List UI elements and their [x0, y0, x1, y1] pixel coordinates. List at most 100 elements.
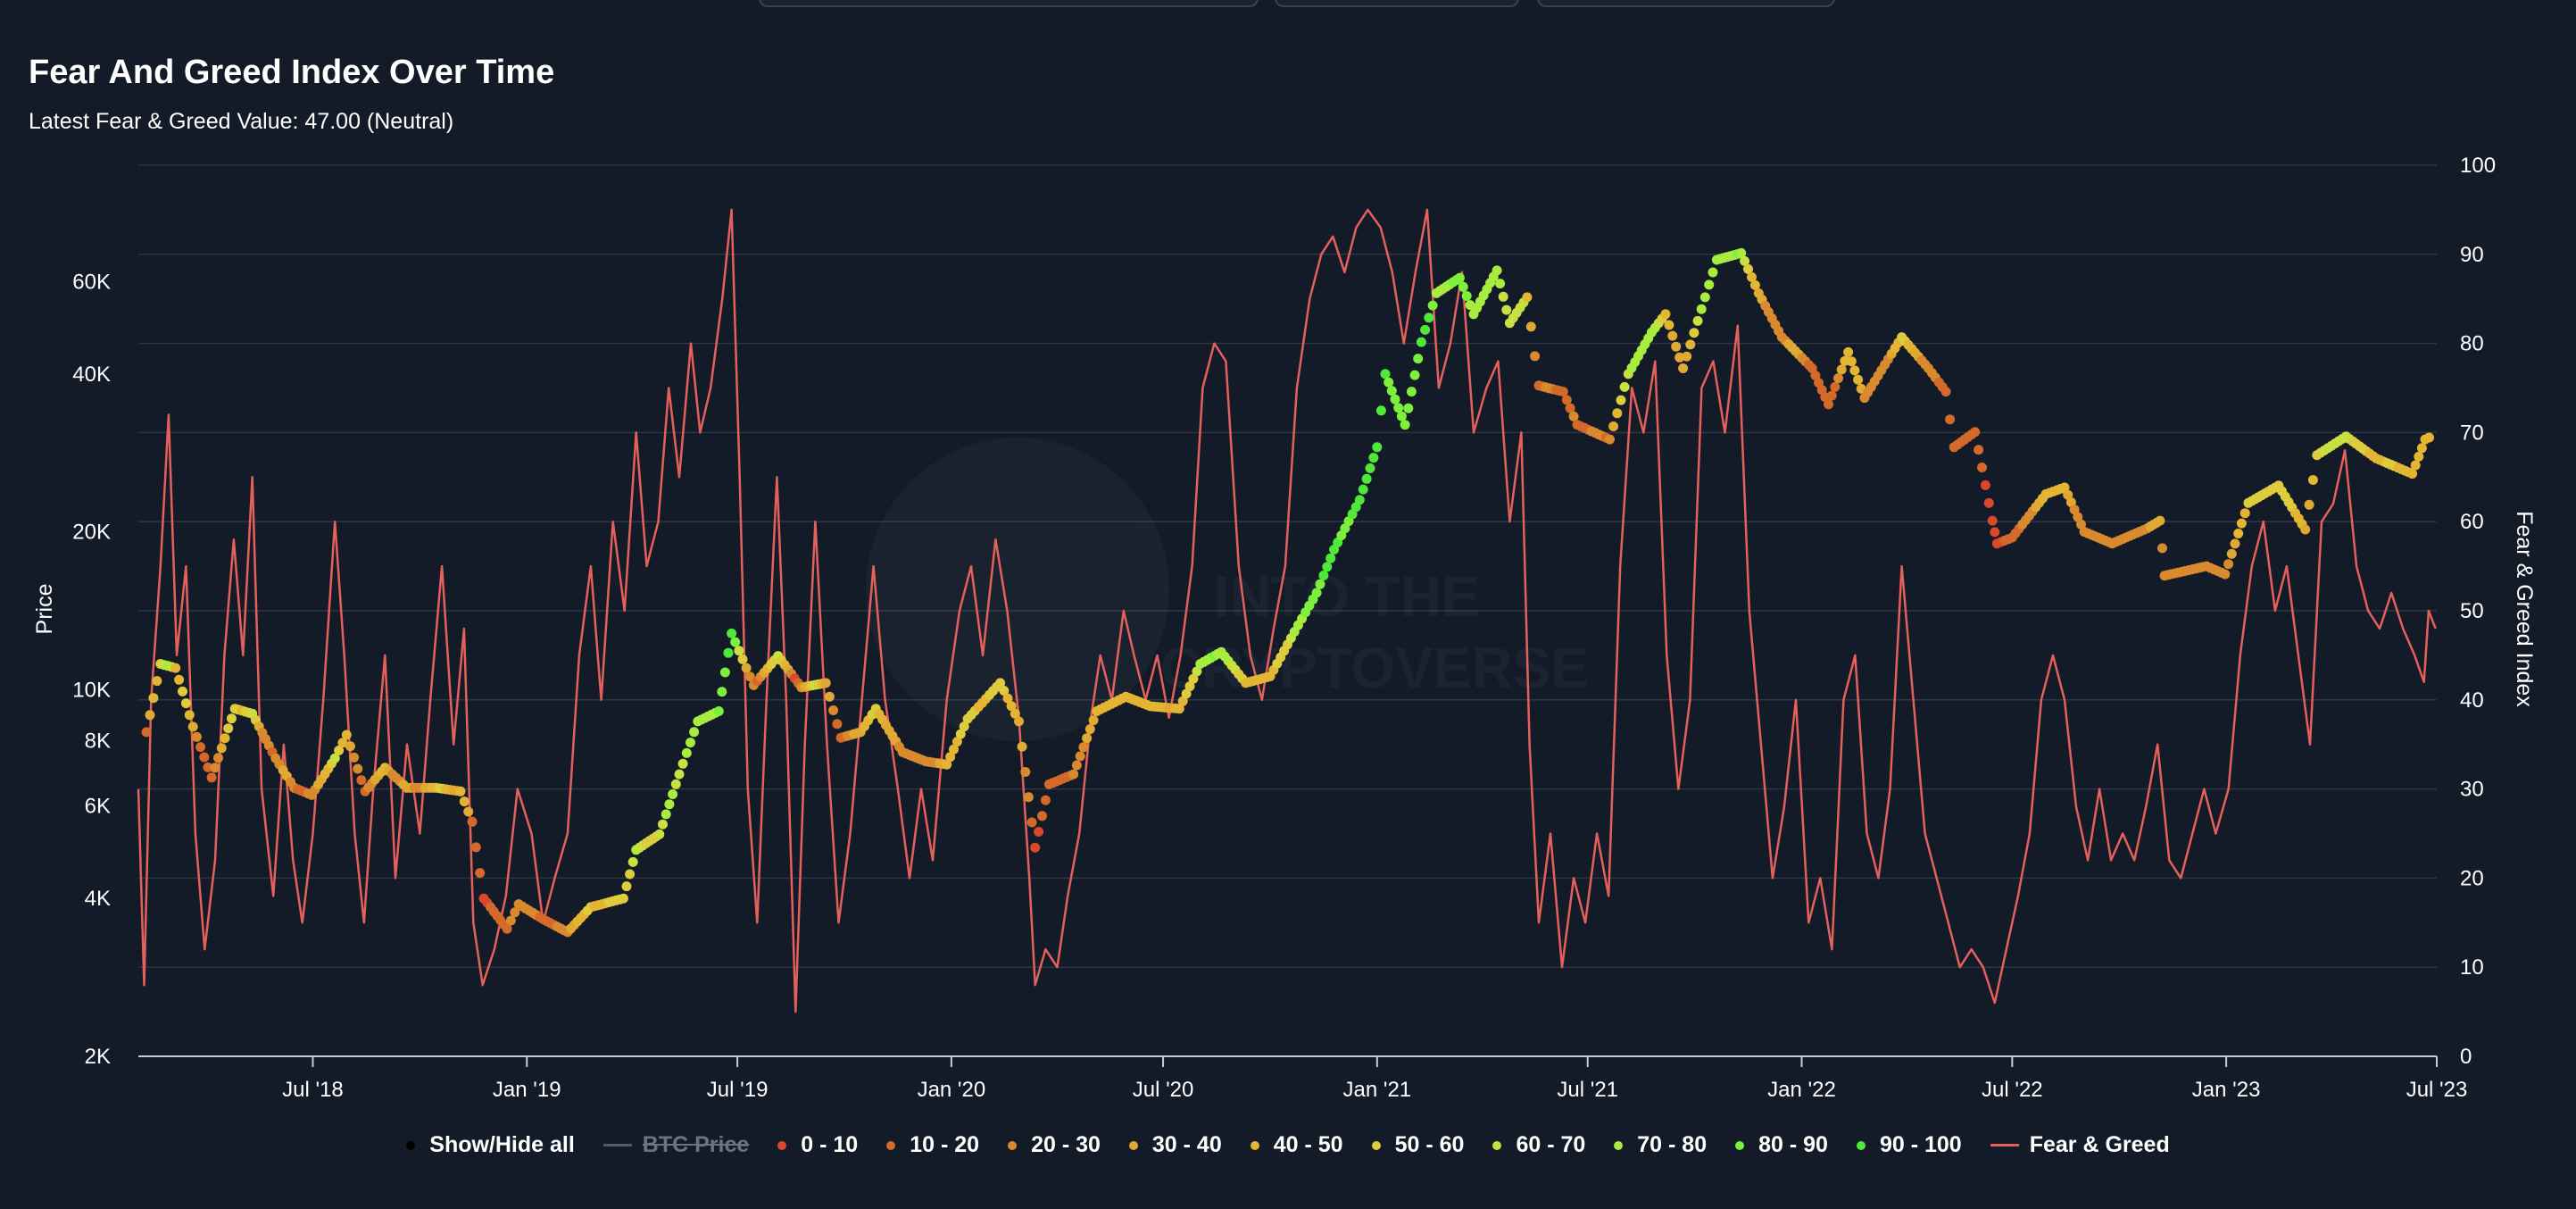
price-point	[1078, 742, 1089, 753]
price-point	[341, 730, 352, 740]
price-point	[203, 762, 213, 772]
price-point	[1174, 704, 1184, 714]
price-point	[475, 868, 486, 879]
price-point	[1987, 515, 1998, 526]
legend-label: 90 - 100	[1879, 1132, 1962, 1157]
x-tick-label: Jul '22	[1982, 1078, 2043, 1102]
price-point	[658, 819, 668, 830]
price-point	[686, 738, 695, 748]
price-point	[1740, 255, 1750, 266]
legend-item[interactable]: Fear & Greed	[1990, 1132, 2170, 1158]
legend-item[interactable]: 40 - 50	[1250, 1132, 1343, 1158]
legend-dot-icon	[1856, 1140, 1866, 1150]
price-point	[1002, 693, 1013, 704]
price-point	[1427, 300, 1438, 311]
price-point	[223, 723, 234, 734]
price-point	[1361, 473, 1372, 484]
y-axis-right: 0 10 20 30 40 50 60 70 80 90 100	[2460, 154, 2496, 1069]
legend-item[interactable]: 90 - 100	[1856, 1132, 1962, 1158]
legend-dot-icon	[1250, 1140, 1259, 1150]
price-point	[334, 746, 345, 755]
legend-label: 20 - 30	[1031, 1132, 1101, 1157]
price-point	[1525, 321, 1536, 332]
price-point	[1386, 386, 1397, 396]
price-point	[1682, 351, 1692, 362]
price-point	[467, 816, 478, 827]
price-point	[1325, 553, 1336, 563]
price-point	[1522, 292, 1533, 303]
price-point	[470, 842, 481, 853]
price-point	[1495, 279, 1506, 289]
legend-item[interactable]: 80 - 90	[1735, 1132, 1828, 1158]
y-left-tick-label: 6K	[85, 795, 111, 819]
price-point	[1824, 399, 1833, 410]
legend-item[interactable]: 50 - 60	[1371, 1132, 1464, 1158]
legend-item[interactable]: 10 - 20	[886, 1132, 979, 1158]
price-point	[455, 786, 466, 796]
y-right-tick-label: 80	[2460, 332, 2484, 356]
legend-item[interactable]: 60 - 70	[1492, 1132, 1585, 1158]
chart-legend: Show/Hide all BTC Price 0 - 10 10 - 20 20 - …	[0, 1132, 2576, 1158]
price-point	[1616, 395, 1626, 405]
price-point	[1561, 395, 1572, 405]
price-point	[1568, 411, 1579, 421]
price-point	[1188, 673, 1199, 684]
legend-item[interactable]: 20 - 30	[1008, 1132, 1101, 1158]
legend-item[interactable]: 70 - 80	[1614, 1132, 1707, 1158]
x-tick-label: Jan '22	[1767, 1078, 1836, 1102]
legend-item[interactable]: BTC Price	[602, 1132, 750, 1158]
price-point	[2220, 569, 2231, 579]
price-point	[145, 710, 155, 721]
price-point	[1849, 365, 1860, 376]
price-point	[1747, 271, 1757, 282]
price-point	[1037, 811, 1047, 821]
price-point	[1040, 795, 1051, 805]
price-point	[2300, 524, 2311, 535]
price-point	[727, 628, 737, 638]
price-point	[184, 710, 195, 721]
price-point	[734, 646, 744, 656]
price-point	[2155, 515, 2165, 526]
price-point	[1692, 315, 1703, 326]
price-point	[1699, 292, 1710, 303]
price-point	[828, 705, 839, 715]
price-point	[1396, 411, 1407, 421]
price-point	[1685, 339, 1696, 350]
price-point	[1075, 751, 1085, 762]
price-point	[2073, 512, 2083, 522]
legend-label: 80 - 90	[1758, 1132, 1828, 1157]
watermark-logo-icon	[866, 438, 1169, 741]
price-point	[206, 772, 217, 783]
price-point	[1749, 279, 1760, 290]
legend-item[interactable]: Show/Hide all	[406, 1132, 575, 1158]
price-point	[689, 727, 700, 738]
legend-item[interactable]: 0 - 10	[777, 1132, 858, 1158]
price-point	[1983, 497, 1994, 508]
watermark-line2: CRYPTOVERSE	[1160, 636, 1589, 700]
y-right-tick-label: 10	[2460, 955, 2484, 980]
watermark-line1: INTO THE	[1214, 564, 1480, 629]
legend-label: 70 - 80	[1637, 1132, 1708, 1157]
legend-label: BTC Price	[642, 1132, 750, 1157]
price-point	[170, 663, 181, 673]
price-point	[621, 881, 632, 892]
price-point	[959, 721, 969, 732]
price-point	[832, 719, 843, 730]
x-tick-label: Jan '19	[493, 1078, 561, 1102]
price-point	[2304, 499, 2314, 510]
x-tick-label: Jul '20	[1133, 1078, 1194, 1102]
price-point	[949, 744, 959, 755]
price-point	[1068, 769, 1079, 780]
price-point	[1416, 337, 1426, 347]
price-point	[670, 779, 681, 789]
price-point	[1030, 842, 1041, 853]
legend-dot-icon	[406, 1140, 416, 1150]
price-point	[2424, 432, 2434, 443]
legend-item[interactable]: 30 - 40	[1128, 1132, 1222, 1158]
fear-greed-chart: INTO THE CRYPTOVERSE Jul '18 Jan '19 Jul '…	[32, 154, 2537, 1102]
price-point	[1184, 681, 1195, 692]
price-point	[713, 706, 724, 716]
price-point	[824, 691, 835, 702]
price-point	[1368, 453, 1379, 463]
x-tick-label: Jul '19	[707, 1078, 769, 1102]
